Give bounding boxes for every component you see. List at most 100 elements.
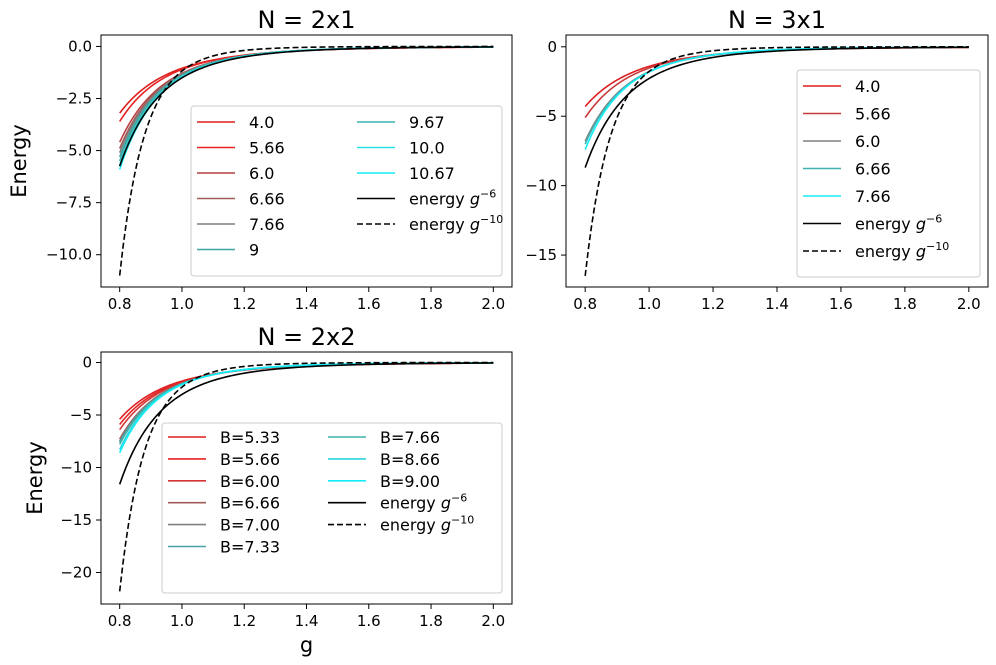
x-tick-label: 2.0 [481,612,505,630]
x-tick-label: 1.6 [357,612,381,630]
legend-label: 5.66 [249,139,285,158]
legend-label: 4.0 [249,113,274,132]
legend-label: energy g−10 [855,240,949,261]
legend-item: B=5.66 [168,450,280,469]
legend-item: B=6.00 [168,472,280,491]
x-tick-label: 1.6 [829,295,853,313]
y-tick-label: −5 [70,406,92,424]
legend-item: 6.0 [197,164,274,183]
legend-label: 10.67 [409,164,455,183]
legend-item: energy g−6 [328,492,467,513]
series-line-10 [118,362,494,485]
legend-label: B=7.66 [380,428,440,447]
y-axis: 0.0 −2.5 −5.0 −7.5 −10.0 [46,37,101,264]
x-tick-label: 1.2 [701,295,725,313]
x-tick-label: 1.4 [295,295,319,313]
legend-label: B=9.00 [380,472,440,491]
series-group [584,46,969,276]
legend-label: 5.66 [855,105,891,124]
series-line-6 [584,46,969,168]
y-tick-label: −5.0 [56,142,92,160]
legend-item: energy g−6 [803,213,942,234]
x-tick-label: 1.6 [357,295,381,313]
series-line-10 [118,46,494,167]
y-axis-label: Energy [23,441,47,515]
legend-label: B=7.33 [220,538,280,557]
legend-label: 6.0 [855,132,880,151]
series-line-11 [118,361,494,592]
legend-label: 9 [249,241,259,260]
legend-item: energy g−6 [357,188,496,209]
x-tick-label: 0.8 [573,295,597,313]
legend-box [161,422,503,594]
legend: 4.0 5.66 6.0 6.66 7.66 9 9.67 10.0 10.67 energy g… [190,105,503,277]
legend-item: B=7.66 [328,428,440,447]
legend-item: 10.0 [357,139,445,158]
y-axis: 0 −5 −10 −15 −20 [60,354,101,582]
legend-label: 4.0 [855,77,880,96]
series-group [118,361,494,592]
x-tick-label: 1.0 [637,295,661,313]
legend-label: B=6.66 [220,494,280,513]
y-tick-label: 0 [547,38,557,56]
y-axis: 0 −5 −10 −15 [525,38,566,264]
y-tick-label: 0.0 [68,37,92,55]
subplot-1: 0.8 1.0 1.2 1.4 1.6 1.8 2.0 0.0 −2.5 −5.0 −7.5 −10.… [7,6,513,313]
legend-label: 10.0 [409,139,445,158]
legend-item: B=6.66 [168,494,280,513]
legend-label: 6.0 [249,164,274,183]
x-tick-label: 1.4 [765,295,789,313]
legend-item: energy g−10 [357,213,503,234]
legend-item: B=5.33 [168,428,280,447]
x-tick-label: 1.8 [419,612,443,630]
legend-label: 6.66 [249,190,285,209]
legend-item: 9 [197,241,259,260]
series-line-7 [584,46,969,276]
x-tick-label: 1.2 [232,295,256,313]
x-axis-label: g [300,633,313,657]
chart-title: N = 2x2 [257,323,355,351]
legend-label: B=5.33 [220,428,280,447]
x-axis: 0.8 1.0 1.2 1.4 1.6 1.8 2.0 [573,287,981,313]
legend-box [190,105,503,277]
legend-item: 5.66 [803,105,891,124]
legend-item: 7.66 [197,215,285,234]
x-tick-label: 1.0 [170,612,194,630]
legend-label: B=5.66 [220,450,280,469]
legend-item: 6.0 [803,132,880,151]
y-tick-label: −10 [525,177,557,195]
legend-label: 7.66 [855,187,891,206]
x-tick-label: 2.0 [481,295,505,313]
y-tick-label: −15 [525,246,557,264]
y-tick-label: −10.0 [46,246,92,264]
x-tick-label: 0.8 [108,612,132,630]
legend: 4.0 5.66 6.0 6.66 7.66 energy g−6 energy g−10 [796,69,981,278]
x-tick-label: 1.8 [419,295,443,313]
legend-item: 6.66 [197,190,285,209]
legend-item: 5.66 [197,139,285,158]
legend-item: 4.0 [803,77,880,96]
x-axis: 0.8 1.0 1.2 1.4 1.6 1.8 2.0 [108,287,505,313]
x-tick-label: 1.0 [170,295,194,313]
y-tick-label: −15 [60,511,92,529]
legend-label: energy g−10 [409,213,503,234]
legend-item: B=7.33 [168,538,280,557]
y-tick-label: −20 [60,564,92,582]
legend-label: B=7.00 [220,516,280,535]
y-tick-label: 0 [82,354,92,372]
legend-item: 10.67 [357,164,455,183]
legend-item: 9.67 [357,113,445,132]
legend-item: 6.66 [803,160,891,179]
legend-label: 9.67 [409,113,445,132]
chart-title: N = 2x1 [257,6,355,34]
legend-label: B=8.66 [380,450,440,469]
y-tick-label: −7.5 [56,194,92,212]
y-axis-label: Energy [7,124,31,198]
legend-item: energy g−10 [803,240,949,261]
legend-item: B=9.00 [328,472,440,491]
legend-item: 4.0 [197,113,274,132]
legend-label: 6.66 [855,160,891,179]
legend-label: energy g−6 [855,213,942,234]
x-axis: 0.8 1.0 1.2 1.4 1.6 1.8 2.0 [108,604,505,630]
legend-item: B=7.00 [168,516,280,535]
